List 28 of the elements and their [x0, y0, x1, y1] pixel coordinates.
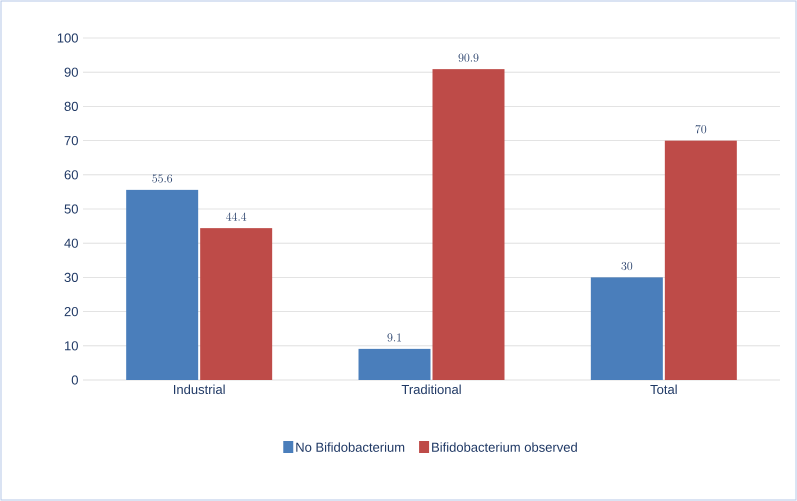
y-tick-label: 80 — [64, 102, 78, 111]
data-label: 44.4 — [226, 212, 246, 221]
bar — [590, 277, 663, 380]
bar — [200, 228, 272, 380]
bar — [664, 140, 737, 380]
legend-label: Bifidobacterium observed — [432, 442, 577, 452]
data-label: 9. 1 — [388, 333, 402, 342]
bar — [358, 348, 431, 380]
y-tick-label: 100 — [58, 33, 78, 43]
y-tick-label: 40 — [64, 238, 78, 248]
y-tick-label: 70 — [64, 136, 78, 146]
data-label: 55.6 — [152, 174, 172, 183]
y-tick-label: 30 — [64, 272, 78, 282]
legend-label: No Bifidobacterium — [296, 442, 404, 452]
x-tick-label: Total — [650, 384, 677, 394]
data-label: 70 — [696, 124, 706, 134]
y-tick-label: 50 — [64, 204, 78, 214]
y-tick-label: 10 — [64, 341, 78, 350]
bar — [432, 69, 504, 380]
y-tick-label: 20 — [64, 306, 78, 316]
bar — [126, 190, 198, 380]
x-tick-label: Industrial — [174, 384, 225, 394]
y-tick-label: 0 — [72, 375, 78, 385]
y-tick-label: 90 — [64, 68, 78, 77]
y-tick-label: 60 — [64, 170, 78, 180]
x-tick-label: Traditional — [402, 384, 461, 394]
data-label: 30 — [621, 262, 632, 270]
data-label: 90.9 — [458, 54, 478, 62]
